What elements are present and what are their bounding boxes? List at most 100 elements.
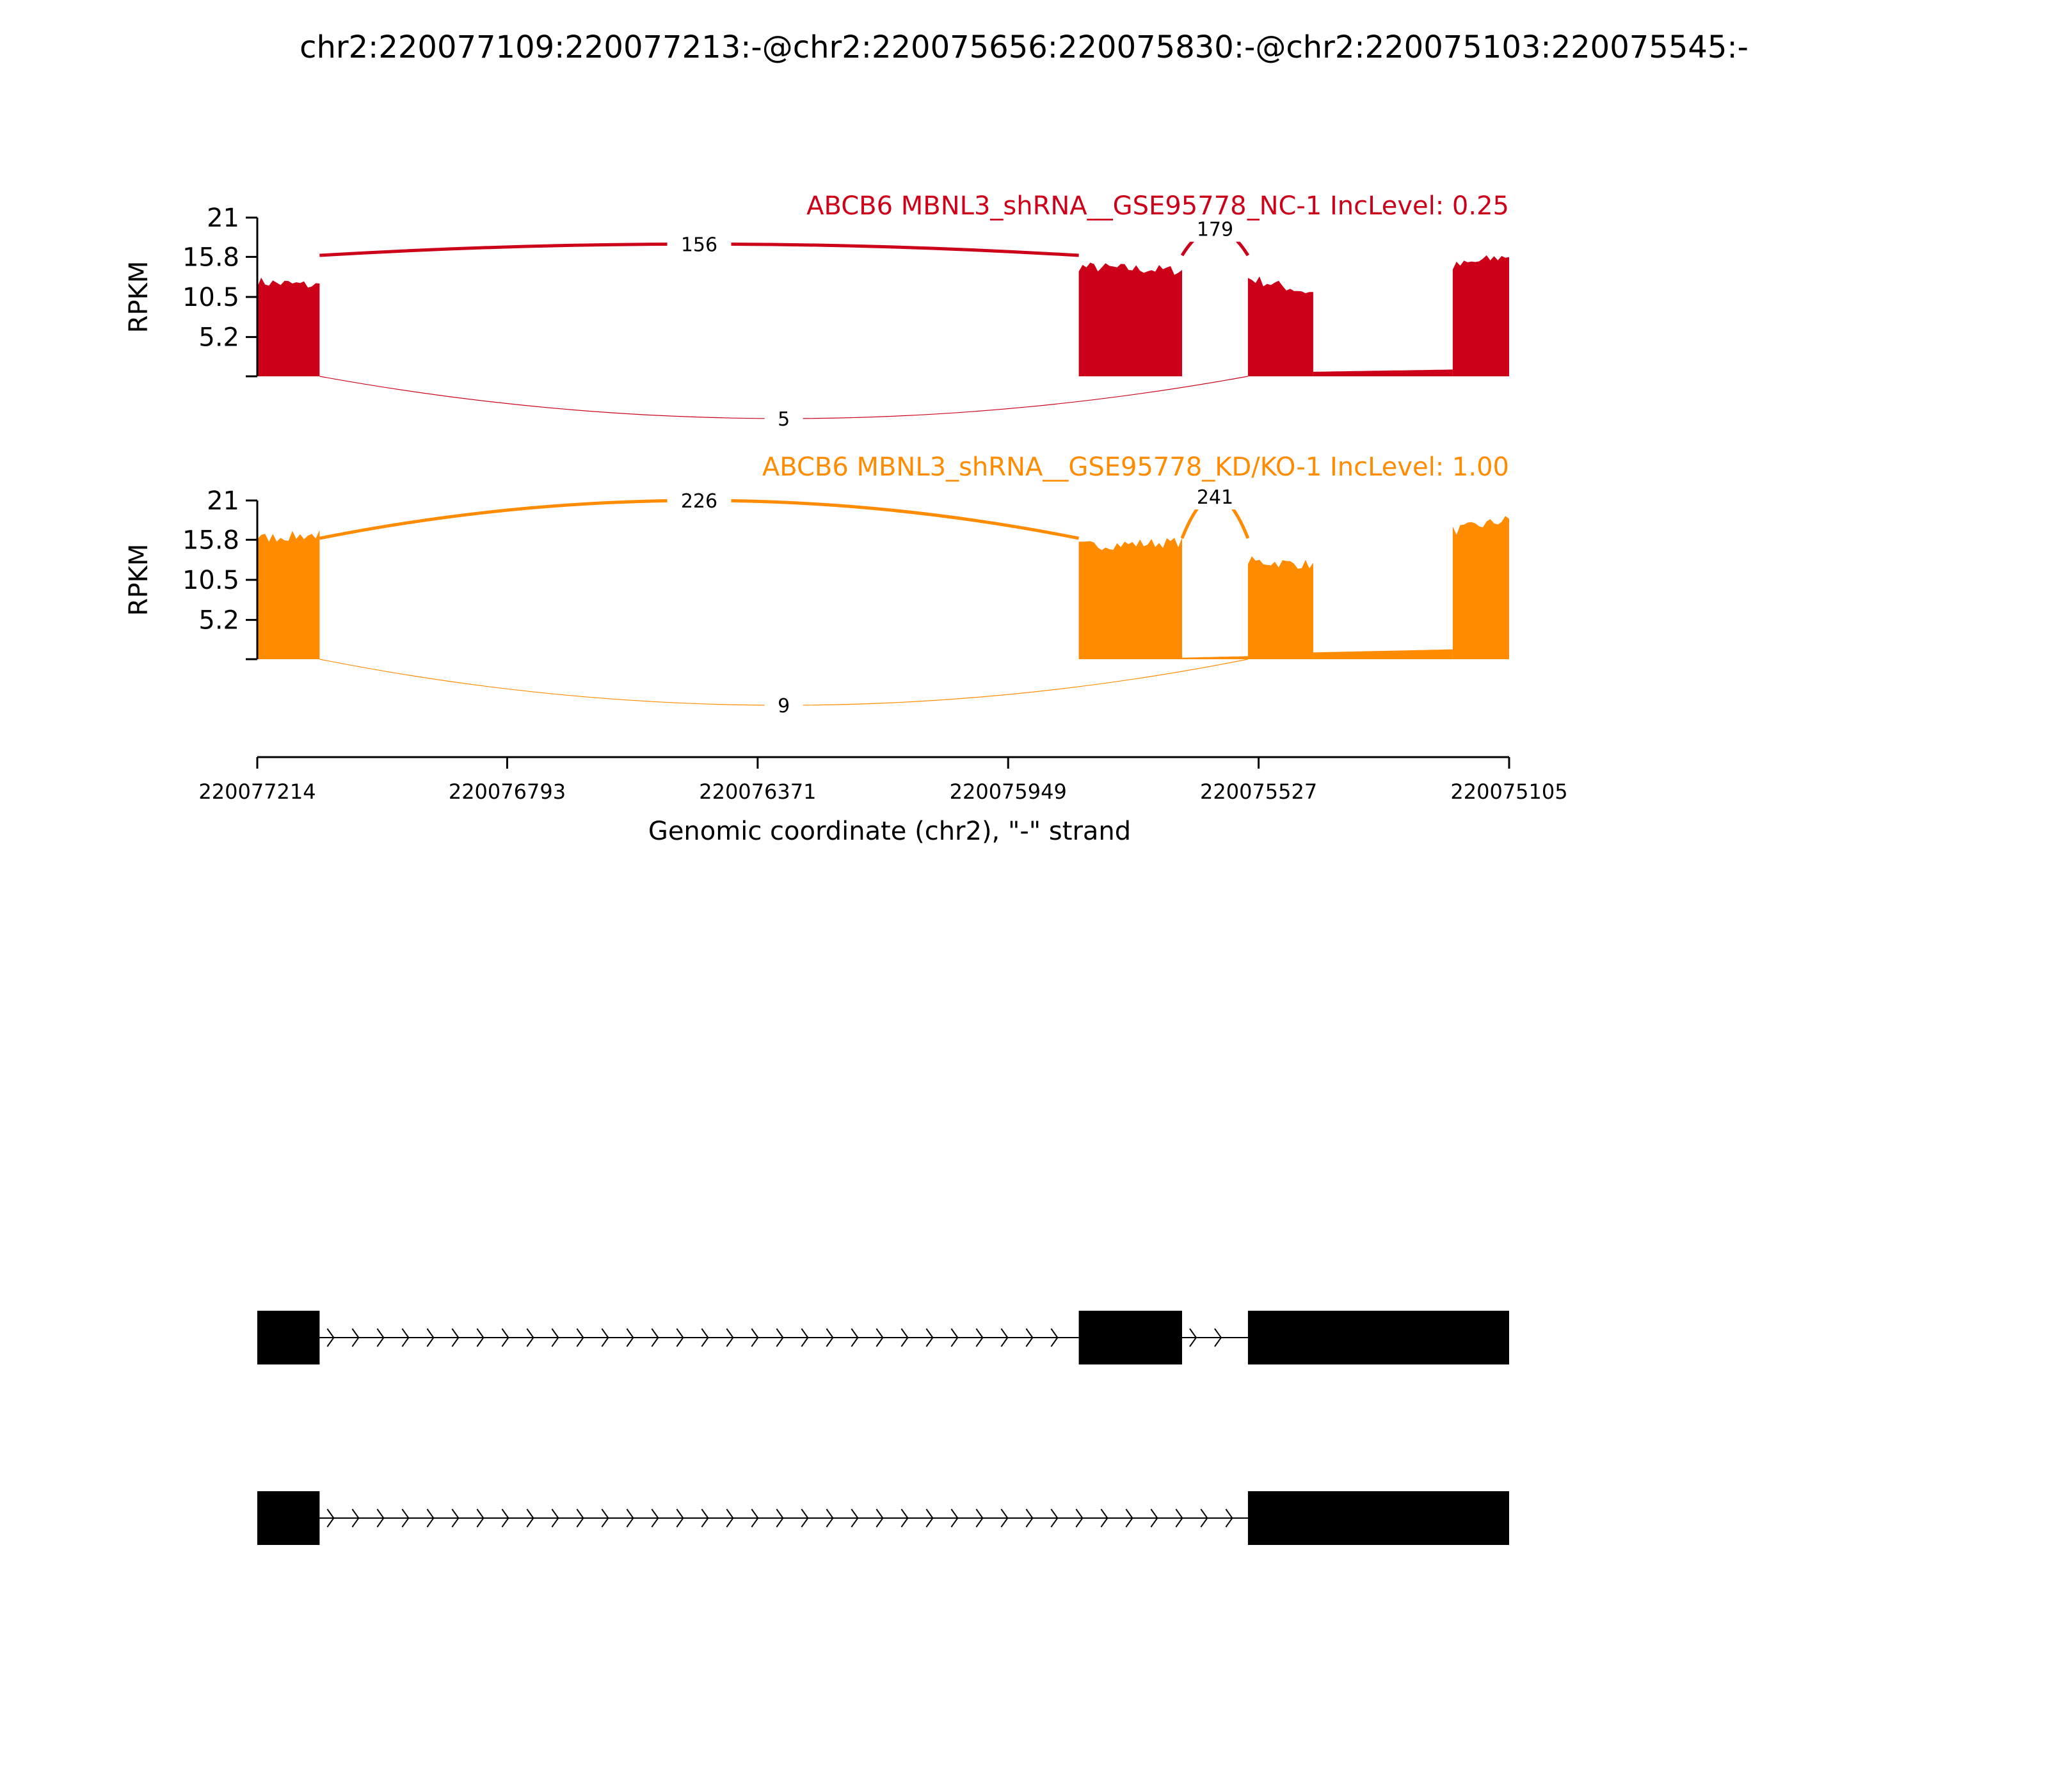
y-tick-label: 21 <box>207 486 239 516</box>
track-1: 21 15.8 10.5 5.2 RPKM ABCB6 MBNL3_shRNA__GSE9… <box>124 191 1509 431</box>
strand-chevron <box>1175 1508 1183 1528</box>
x-axis-label: Genomic coordinate (chr2), "-" strand <box>648 817 1131 846</box>
strand-chevron <box>451 1508 460 1528</box>
strand-chevron <box>726 1328 734 1347</box>
strand-chevron <box>776 1328 784 1347</box>
junction-label-bg <box>1183 216 1247 242</box>
coverage-tracks: 21 15.8 10.5 5.2 RPKM ABCB6 MBNL3_shRNA__GSE9… <box>124 191 1509 718</box>
strand-chevron <box>1150 1508 1158 1528</box>
y-tick-label: 15.8 <box>182 243 239 272</box>
coverage-block <box>1313 369 1453 376</box>
y-tick-label: 15.8 <box>182 525 239 555</box>
coverage-block <box>257 530 320 659</box>
exon-block <box>1078 1311 1182 1364</box>
strand-chevron <box>1000 1328 1009 1347</box>
strand-chevron <box>526 1328 534 1347</box>
strand-chevron <box>651 1508 659 1528</box>
strand-chevron <box>975 1508 984 1528</box>
strand-chevron <box>776 1508 784 1528</box>
junction-label-bg <box>1183 484 1247 510</box>
exon-block <box>257 1491 320 1545</box>
strand-chevron <box>376 1508 385 1528</box>
strand-chevron <box>476 1508 484 1528</box>
strand-chevron <box>601 1328 609 1347</box>
strand-chevron <box>975 1328 984 1347</box>
junction-label-bg <box>667 231 732 257</box>
track-2: 21 15.8 10.5 5.2 RPKM ABCB6 MBNL3_shRNA__GSE9… <box>124 452 1509 718</box>
strand-chevron <box>801 1328 809 1347</box>
coverage-block <box>1313 649 1453 659</box>
junction-label-bg <box>764 692 803 718</box>
x-tick-label: 220075105 <box>1450 780 1567 804</box>
strand-chevron <box>1189 1328 1197 1347</box>
x-tick-label: 220077214 <box>198 780 316 804</box>
y-tick-label: 10.5 <box>182 283 239 312</box>
x-tick-label: 220076793 <box>449 780 566 804</box>
strand-chevron <box>701 1508 709 1528</box>
strand-chevron <box>950 1328 959 1347</box>
y-tick-label: 5.2 <box>198 606 239 636</box>
strand-chevron <box>851 1328 859 1347</box>
strand-chevron <box>950 1508 959 1528</box>
x-tick-label: 220075949 <box>950 780 1067 804</box>
strand-chevron <box>376 1328 385 1347</box>
strand-chevron <box>601 1508 609 1528</box>
strand-chevron <box>626 1328 634 1347</box>
y-tick-label: 5.2 <box>198 323 239 353</box>
strand-chevron <box>426 1328 435 1347</box>
strand-chevron <box>801 1508 809 1528</box>
coverage-block <box>1247 556 1313 659</box>
strand-chevron <box>876 1508 884 1528</box>
strand-chevron <box>526 1508 534 1528</box>
y-tick-label: 10.5 <box>182 566 239 595</box>
junction-count-label: 9 <box>778 695 790 717</box>
x-axis: 220077214 220076793 220076371 220075949 2200… <box>198 756 1568 804</box>
junction-count-label: 241 <box>1197 486 1233 509</box>
strand-chevron <box>401 1508 410 1528</box>
strand-chevron <box>576 1508 584 1528</box>
strand-chevron <box>1214 1328 1222 1347</box>
exon-block <box>1247 1491 1509 1545</box>
strand-chevron <box>676 1328 684 1347</box>
strand-chevron <box>1200 1508 1208 1528</box>
strand-chevron <box>826 1508 834 1528</box>
track-title: ABCB6 MBNL3_shRNA__GSE95778_NC-1 IncLeve… <box>806 191 1509 221</box>
y-axis-label: RPKM <box>124 544 154 616</box>
strand-chevron <box>1050 1508 1059 1528</box>
junction-count-label: 156 <box>681 234 717 256</box>
strand-chevron <box>1125 1508 1133 1528</box>
coverage-block <box>1078 262 1182 376</box>
strand-chevron <box>351 1508 360 1528</box>
strand-chevron <box>726 1508 734 1528</box>
coverage-block <box>1452 516 1509 659</box>
junction-count-label: 226 <box>681 490 717 513</box>
track-title: ABCB6 MBNL3_shRNA__GSE95778_KD/KO-1 IncL… <box>762 452 1509 482</box>
strand-chevron <box>1050 1328 1059 1347</box>
strand-chevron <box>1100 1508 1108 1528</box>
strand-chevron <box>851 1508 859 1528</box>
strand-chevron <box>900 1328 909 1347</box>
strand-chevron <box>501 1328 509 1347</box>
junction-label-bg <box>764 406 803 431</box>
strand-chevron <box>826 1328 834 1347</box>
strand-chevron <box>626 1508 634 1528</box>
y-tick-label: 21 <box>207 204 239 233</box>
strand-chevron <box>751 1508 759 1528</box>
strand-chevron <box>925 1328 934 1347</box>
strand-chevron <box>401 1328 410 1347</box>
strand-chevron <box>1025 1508 1034 1528</box>
junction-count-label: 5 <box>778 408 790 431</box>
isoform-models <box>257 1311 1509 1545</box>
junction-count-label: 179 <box>1197 219 1233 241</box>
strand-chevron <box>1025 1328 1034 1347</box>
strand-chevron <box>476 1328 484 1347</box>
strand-chevron <box>351 1328 360 1347</box>
strand-chevron <box>576 1328 584 1347</box>
strand-chevron <box>451 1328 460 1347</box>
strand-chevron <box>551 1508 559 1528</box>
strand-chevron <box>501 1508 509 1528</box>
coverage-block <box>1182 656 1248 659</box>
x-tick-label: 220075527 <box>1200 780 1317 804</box>
strand-chevron <box>326 1328 335 1347</box>
